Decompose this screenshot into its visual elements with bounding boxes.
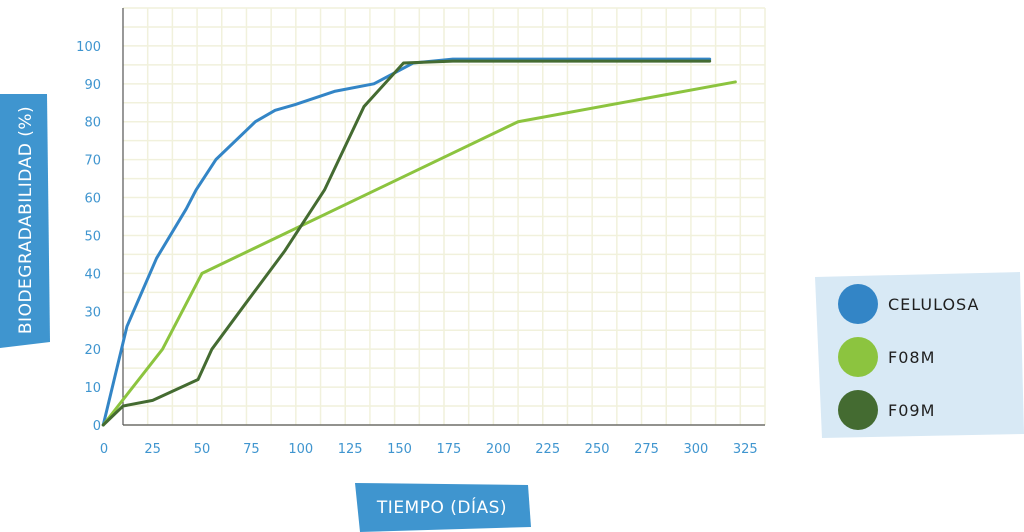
grid	[123, 7, 766, 426]
x-tick-label: 50	[194, 442, 211, 457]
x-tick-label: 100	[288, 442, 313, 457]
x-axis-title: TIEMPO (DÍAS)	[355, 483, 531, 532]
legend-label: F09M	[888, 401, 935, 420]
x-tick-label: 225	[535, 442, 560, 457]
series-line	[101, 80, 737, 427]
legend-swatch	[838, 337, 878, 377]
legend-label: CELULOSA	[888, 295, 979, 314]
x-tick-label: 175	[437, 442, 462, 457]
y-axis-title-box	[0, 94, 50, 348]
y-tick-label: 100	[76, 40, 101, 55]
x-tick-label: 75	[243, 442, 260, 457]
y-tick-label: 0	[93, 419, 101, 434]
y-tick-label: 60	[84, 192, 101, 207]
y-tick-label: 50	[84, 229, 101, 244]
legend-swatch	[838, 284, 878, 324]
x-tick-label: 275	[634, 442, 659, 457]
series-line	[101, 59, 712, 427]
x-tick-label: 150	[387, 442, 412, 457]
y-axis-title: BIODEGRADABILIDAD (%)	[0, 94, 50, 348]
y-tick-label: 80	[84, 116, 101, 131]
x-tick-label: 300	[683, 442, 708, 457]
x-tick-label: 200	[486, 442, 511, 457]
y-tick-label: 90	[84, 78, 101, 93]
y-tick-label: 30	[84, 305, 101, 320]
series-lines	[101, 57, 737, 427]
legend: CELULOSA F08M F09M	[815, 272, 1024, 438]
legend-swatch	[838, 390, 878, 430]
y-tick-label: 20	[84, 343, 101, 358]
x-tick-label: 0	[100, 442, 108, 457]
x-tick-label: 325	[733, 442, 758, 457]
x-tick-label: 25	[144, 442, 161, 457]
x-tick-label: 125	[338, 442, 363, 457]
y-tick-label: 40	[84, 267, 101, 282]
x-axis-label: TIEMPO (DÍAS)	[376, 496, 507, 518]
y-axis-ticks: 0 10 20 30 40 50 60 70 80 90 100	[76, 40, 101, 434]
y-tick-label: 10	[84, 381, 101, 396]
y-axis-label: BIODEGRADABILIDAD (%)	[16, 106, 36, 334]
x-axis-ticks: 0 25 50 75 100 125 150 175 200 225 250 275 300 325	[100, 442, 758, 457]
x-axis-title-box	[355, 483, 531, 532]
legend-label: F08M	[888, 348, 935, 367]
y-tick-label: 70	[84, 154, 101, 169]
x-tick-label: 250	[585, 442, 610, 457]
legend-items: CELULOSA F08M F09M	[838, 284, 979, 430]
series-line	[101, 57, 712, 427]
